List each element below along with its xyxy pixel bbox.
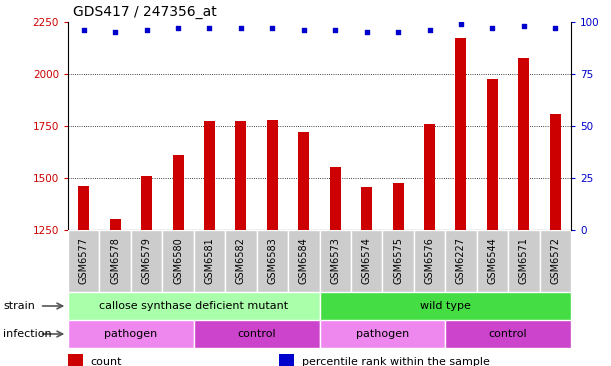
Bar [445, 230, 477, 292]
Text: GDS417 / 247356_at: GDS417 / 247356_at [73, 5, 217, 19]
Bar [194, 230, 225, 292]
Bar [267, 120, 278, 230]
Bar [78, 186, 89, 230]
Text: GSM6576: GSM6576 [425, 238, 434, 284]
Text: GSM6584: GSM6584 [299, 238, 309, 284]
Bar [68, 320, 194, 348]
Bar [163, 230, 194, 292]
Text: GSM6577: GSM6577 [79, 238, 89, 284]
Bar [194, 320, 320, 348]
Bar [235, 121, 246, 230]
Point [236, 25, 246, 31]
Bar [445, 320, 571, 348]
Bar [518, 59, 529, 230]
Point [142, 27, 152, 33]
Text: GSM6544: GSM6544 [488, 238, 497, 284]
Point [456, 21, 466, 27]
Point [425, 27, 434, 33]
Point [110, 30, 120, 36]
Bar [279, 354, 295, 366]
Text: GSM6583: GSM6583 [268, 238, 277, 284]
Point [488, 25, 497, 31]
Bar [550, 113, 561, 230]
Text: GSM6573: GSM6573 [330, 238, 340, 284]
Text: GSM6227: GSM6227 [456, 238, 466, 284]
Text: GSM6580: GSM6580 [173, 238, 183, 284]
Text: GSM6571: GSM6571 [519, 238, 529, 284]
Bar [257, 230, 288, 292]
Point [299, 27, 309, 33]
Bar [455, 38, 466, 230]
Bar [141, 176, 152, 230]
Point [519, 23, 529, 29]
Bar [225, 230, 257, 292]
Text: GSM6574: GSM6574 [362, 238, 371, 284]
Text: GSM6575: GSM6575 [393, 238, 403, 284]
Text: percentile rank within the sample: percentile rank within the sample [302, 358, 490, 366]
Point [393, 30, 403, 36]
Bar [109, 219, 120, 230]
Bar [204, 121, 215, 230]
Text: control: control [489, 329, 527, 339]
Text: GSM6582: GSM6582 [236, 238, 246, 284]
Point [551, 25, 560, 31]
Bar [68, 292, 320, 320]
Point [268, 25, 277, 31]
Point [79, 27, 89, 33]
Bar [131, 230, 163, 292]
Text: GSM6578: GSM6578 [110, 238, 120, 284]
Bar [320, 320, 445, 348]
Bar [393, 183, 404, 230]
Bar [508, 230, 540, 292]
Text: strain: strain [3, 301, 35, 311]
Bar [320, 292, 571, 320]
Bar [382, 230, 414, 292]
Bar [414, 230, 445, 292]
Text: callose synthase deficient mutant: callose synthase deficient mutant [99, 301, 288, 311]
Bar [477, 230, 508, 292]
Bar [298, 132, 309, 230]
Bar [424, 124, 435, 230]
Text: pathogen: pathogen [356, 329, 409, 339]
Point [205, 25, 214, 31]
Text: infection: infection [3, 329, 52, 339]
Text: GSM6579: GSM6579 [142, 238, 152, 284]
Bar [172, 155, 183, 230]
Text: count: count [90, 358, 122, 366]
Bar [68, 354, 83, 366]
Bar [100, 230, 131, 292]
Bar [330, 167, 341, 230]
Text: pathogen: pathogen [104, 329, 158, 339]
Text: wild type: wild type [420, 301, 470, 311]
Point [362, 30, 371, 36]
Bar [320, 230, 351, 292]
Text: GSM6581: GSM6581 [205, 238, 214, 284]
Bar [540, 230, 571, 292]
Text: GSM6572: GSM6572 [551, 238, 560, 284]
Text: control: control [237, 329, 276, 339]
Bar [68, 230, 100, 292]
Bar [288, 230, 320, 292]
Bar [351, 230, 382, 292]
Point [331, 27, 340, 33]
Bar [361, 187, 372, 230]
Bar [487, 79, 498, 230]
Point [173, 25, 183, 31]
